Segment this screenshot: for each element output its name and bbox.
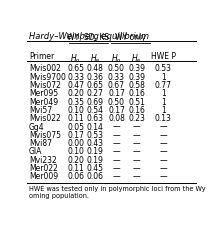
Text: —: — [133,139,141,147]
Text: —: — [113,172,120,181]
Text: 1: 1 [161,97,166,106]
Text: 0.08: 0.08 [108,114,125,123]
Text: 0.47: 0.47 [67,81,84,90]
Text: Mer022: Mer022 [29,164,58,172]
Text: —: — [159,130,167,139]
Text: 0.53: 0.53 [87,130,104,139]
Text: WY, SD, KS: WY, SD, KS [67,33,110,42]
Text: —: — [159,139,167,147]
Text: 0.17: 0.17 [108,89,125,98]
Text: 0.16: 0.16 [128,89,145,98]
Text: 1: 1 [161,72,166,81]
Text: $H_\mathrm{e}$: $H_\mathrm{e}$ [131,52,142,64]
Text: 0.06: 0.06 [87,172,104,181]
Text: 1: 1 [161,105,166,114]
Text: —: — [113,130,120,139]
Text: —: — [159,172,167,181]
Text: 0.54: 0.54 [87,105,104,114]
Text: 0.11: 0.11 [67,164,84,172]
Text: —: — [113,147,120,156]
Text: $H_\mathrm{e}$: $H_\mathrm{e}$ [90,52,101,64]
Text: —: — [113,139,120,147]
Text: —: — [113,164,120,172]
Text: 0.17: 0.17 [67,130,84,139]
Text: 0.67: 0.67 [108,81,125,90]
Text: 0.33: 0.33 [108,72,125,81]
Text: Mvis002: Mvis002 [29,64,61,73]
Text: 0.05: 0.05 [67,122,84,131]
Text: Mer095: Mer095 [29,89,58,98]
Text: Mer049: Mer049 [29,97,58,106]
Text: 0.00: 0.00 [67,139,84,147]
Text: —: — [159,122,167,131]
Text: Mvi57: Mvi57 [29,105,52,114]
Text: 0.20: 0.20 [67,155,84,164]
Text: 0.58: 0.58 [128,81,145,90]
Text: 0.65: 0.65 [67,64,84,73]
Text: HWE was tested only in polymorphic loci from the Wy
oming population.: HWE was tested only in polymorphic loci … [29,185,206,198]
Text: WY only: WY only [115,33,145,42]
Text: 0.20: 0.20 [67,89,84,98]
Text: 0.63: 0.63 [87,114,104,123]
Text: 0.65: 0.65 [87,81,104,90]
Text: 0.16: 0.16 [128,105,145,114]
Text: —: — [133,147,141,156]
Text: —: — [133,172,141,181]
Text: —: — [113,155,120,164]
Text: 0.50: 0.50 [108,64,125,73]
Text: Mvis072: Mvis072 [29,81,61,90]
Text: —: — [113,122,120,131]
Text: Hardy–Weinberg equilibrium: Hardy–Weinberg equilibrium [29,32,149,41]
Text: HWE P: HWE P [151,52,176,61]
Text: Mer009: Mer009 [29,172,58,181]
Text: GIA: GIA [29,147,42,156]
Text: 0.51: 0.51 [128,97,145,106]
Text: 0.06: 0.06 [67,172,84,181]
Text: $H_\mathrm{o}$: $H_\mathrm{o}$ [111,52,122,64]
Text: 0.69: 0.69 [87,97,104,106]
Text: 0.19: 0.19 [87,155,104,164]
Text: 0.36: 0.36 [87,72,104,81]
Text: —: — [159,155,167,164]
Text: 0.77: 0.77 [155,81,172,90]
Text: 0.48: 0.48 [87,64,104,73]
Text: Mvis075: Mvis075 [29,130,61,139]
Text: Mvis022: Mvis022 [29,114,61,123]
Text: —: — [133,130,141,139]
Text: 0.10: 0.10 [67,147,84,156]
Text: 0.11: 0.11 [67,114,84,123]
Text: 0.27: 0.27 [87,89,104,98]
Text: 0.53: 0.53 [155,64,172,73]
Text: 0.14: 0.14 [87,122,104,131]
Text: $H_\mathrm{o}$: $H_\mathrm{o}$ [70,52,81,64]
Text: —: — [159,164,167,172]
Text: 0.23: 0.23 [128,114,145,123]
Text: 0.33: 0.33 [67,72,84,81]
Text: Mvis9700: Mvis9700 [29,72,66,81]
Text: 1: 1 [161,89,166,98]
Text: Mvi232: Mvi232 [29,155,57,164]
Text: —: — [159,147,167,156]
Text: 0.35: 0.35 [67,97,84,106]
Text: 0.39: 0.39 [128,72,145,81]
Text: —: — [133,164,141,172]
Text: 0.10: 0.10 [67,105,84,114]
Text: Gg4: Gg4 [29,122,45,131]
Text: 0.39: 0.39 [128,64,145,73]
Text: 0.50: 0.50 [108,97,125,106]
Text: 0.17: 0.17 [108,105,125,114]
Text: Primer: Primer [29,52,54,61]
Text: 0.45: 0.45 [87,164,104,172]
Text: 0.13: 0.13 [155,114,172,123]
Text: —: — [133,122,141,131]
Text: 0.19: 0.19 [87,147,104,156]
Text: —: — [133,155,141,164]
Text: Mvi87: Mvi87 [29,139,52,147]
Text: 0.43: 0.43 [87,139,104,147]
